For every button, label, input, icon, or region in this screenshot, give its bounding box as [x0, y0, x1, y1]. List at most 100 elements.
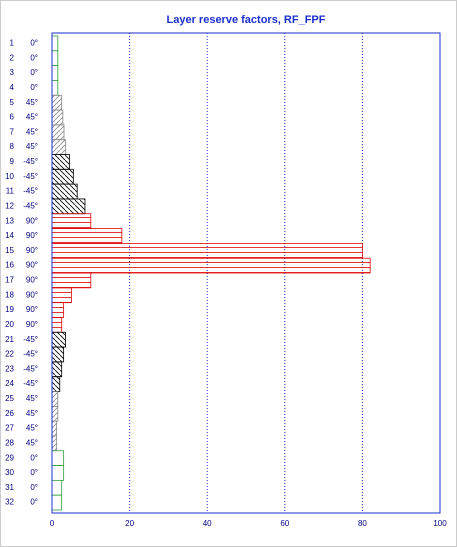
layer-bar — [51, 228, 123, 244]
layer-number: 17 — [5, 276, 14, 285]
layer-number: 18 — [5, 290, 14, 299]
layer-angle: 90° — [26, 320, 38, 329]
layer-number: 31 — [5, 483, 14, 492]
layer-bar — [51, 346, 65, 363]
layer-bar — [51, 494, 63, 511]
x-tick-label: 80 — [358, 519, 367, 528]
layer-bar — [51, 80, 59, 96]
layer-number: 4 — [10, 83, 15, 92]
layer-number: 26 — [5, 409, 14, 418]
layer-bar — [51, 94, 63, 111]
layer-angle: 0° — [30, 53, 38, 62]
layer-number: 9 — [10, 157, 15, 166]
layer-bar — [51, 361, 63, 378]
layer-number: 23 — [5, 364, 14, 373]
layer-number: 6 — [10, 113, 15, 122]
layer-bar — [51, 435, 58, 452]
layer-number: 22 — [5, 350, 14, 359]
layer-bar — [51, 420, 58, 437]
layer-bar — [51, 317, 63, 333]
layer-angle: 45° — [26, 424, 38, 433]
layer-bar — [51, 198, 86, 215]
layer-angle: -45° — [23, 201, 38, 210]
layer-angle: 0° — [30, 68, 38, 77]
layer-bar — [51, 302, 65, 318]
layer-bar — [51, 405, 59, 422]
layer-angle: 0° — [30, 468, 38, 477]
layer-bar — [51, 65, 59, 81]
layer-number: 19 — [5, 305, 14, 314]
layer-angle: 0° — [30, 453, 38, 462]
layer-bar — [51, 465, 65, 481]
layer-angle: -45° — [23, 157, 38, 166]
layer-angle: -45° — [23, 364, 38, 373]
x-tick-label: 100 — [433, 519, 447, 528]
layer-bar — [51, 35, 59, 52]
layer-bar — [51, 272, 92, 289]
layer-bar — [51, 183, 78, 200]
layer-number: 24 — [5, 379, 14, 388]
layer-number: 1 — [10, 39, 15, 48]
layer-bar — [51, 242, 363, 259]
layer-angle: -45° — [23, 379, 38, 388]
layer-angle: 90° — [26, 246, 38, 255]
layer-bar — [51, 168, 74, 185]
layer-angle: -45° — [23, 335, 38, 344]
layer-angle: 0° — [30, 498, 38, 507]
layer-number: 8 — [10, 142, 15, 151]
layer-number: 20 — [5, 320, 14, 329]
layer-angle: 45° — [26, 409, 38, 418]
layer-number: 16 — [5, 261, 14, 270]
x-tick-label: 20 — [125, 519, 134, 528]
layer-angle: 90° — [26, 290, 38, 299]
layer-number: 30 — [5, 468, 14, 477]
layer-bar — [51, 331, 66, 348]
layer-angle: 90° — [26, 216, 38, 225]
layer-number: 21 — [5, 335, 14, 344]
layer-number: 10 — [5, 172, 14, 181]
x-tick-label: 0 — [50, 519, 55, 528]
layer-number: 3 — [10, 68, 15, 77]
layer-bar — [51, 479, 63, 496]
layer-bar — [51, 124, 65, 141]
layer-angle: 45° — [26, 438, 38, 447]
layer-angle: 90° — [26, 231, 38, 240]
layer-number: 15 — [5, 246, 14, 255]
layer-number: 2 — [10, 53, 15, 62]
layer-angle: 0° — [30, 39, 38, 48]
layer-number: 5 — [10, 98, 15, 107]
layer-number: 32 — [5, 498, 14, 507]
x-tick-label: 40 — [203, 519, 212, 528]
layer-angle: 45° — [26, 127, 38, 136]
plot-frame — [51, 32, 441, 514]
chart-title: Layer reserve factors, RF_FPF — [167, 14, 326, 26]
layer-bar — [51, 50, 59, 67]
layer-bar — [51, 450, 65, 466]
layer-number: 13 — [5, 216, 14, 225]
layer-angle: -45° — [23, 350, 38, 359]
layer-angle: -45° — [23, 172, 38, 181]
layer-angle: 45° — [26, 394, 38, 403]
layer-angle: -45° — [23, 187, 38, 196]
layer-bar — [51, 109, 64, 126]
layer-angle: 0° — [30, 83, 38, 92]
layer-bar — [51, 376, 61, 392]
layer-angle: 45° — [26, 98, 38, 107]
layer-angle: 45° — [26, 113, 38, 122]
layer-number: 12 — [5, 201, 14, 210]
layer-bar — [51, 154, 70, 170]
layer-angle: 90° — [26, 261, 38, 270]
layer-number: 27 — [5, 424, 14, 433]
layer-bar — [51, 257, 371, 274]
layer-number: 11 — [6, 187, 15, 196]
layer-bar — [51, 139, 66, 155]
layer-bar — [51, 287, 72, 304]
layer-angle: 45° — [26, 142, 38, 151]
layer-angle: 0° — [30, 483, 38, 492]
layer-angle: 90° — [26, 276, 38, 285]
layer-bar — [51, 391, 59, 407]
layer-number: 28 — [5, 438, 14, 447]
layer-number: 14 — [5, 231, 14, 240]
layer-bar — [51, 213, 92, 229]
